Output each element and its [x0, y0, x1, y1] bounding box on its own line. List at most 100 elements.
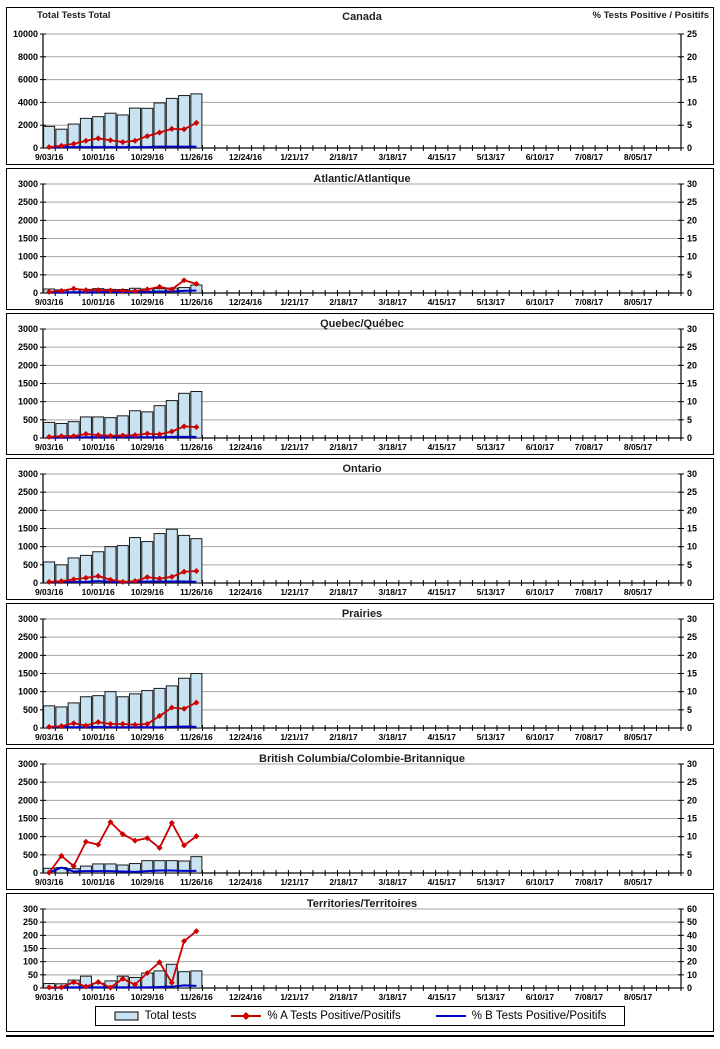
x-tick-label: 12/24/16	[229, 992, 262, 1002]
atlantic-chart: 0 500 1000 1500 2000 2500 3000 0 5 10 15 20 25 30 9/03…	[18, 173, 697, 307]
right-tick-label: 5	[687, 415, 692, 425]
right-tick-label: 10	[687, 687, 697, 697]
x-tick-label: 9/03/16	[35, 442, 64, 452]
left-tick-label: 1500	[18, 669, 38, 679]
pct-b-line	[49, 984, 197, 989]
x-tick-label: 9/03/16	[35, 732, 64, 742]
x-tick-label: 2/18/17	[329, 442, 358, 452]
total-tests-bar	[79, 554, 92, 584]
x-tick-label: 4/15/17	[428, 587, 457, 597]
x-tick-label: 6/10/17	[526, 877, 555, 887]
total-tests-bar	[190, 538, 203, 584]
pct-a-marker	[119, 432, 126, 439]
pct-b-line	[49, 145, 197, 149]
x-tick-label: 10/01/16	[82, 587, 115, 597]
x-tick-label: 7/08/17	[575, 442, 604, 452]
x-tick-label: 5/13/17	[477, 442, 506, 452]
x-tick-label: 10/01/16	[82, 992, 115, 1002]
x-tick-label: 2/18/17	[329, 877, 358, 887]
pct-a-marker	[132, 721, 139, 728]
left-tick-label: 500	[23, 270, 38, 280]
right-tick-label: 0	[687, 433, 692, 443]
chart-panel-canada: 0 2000 4000 6000 8000 10000 0 5 10 15 20 25 9/03/16 1…	[6, 7, 714, 165]
x-tick-label: 2/18/17	[329, 587, 358, 597]
pct-a-marker	[144, 133, 151, 140]
total-tests-bar	[153, 860, 166, 874]
chart-title: Ontario	[342, 463, 381, 475]
legend-item-pct-a: % A Tests Positive/Positifs	[230, 1010, 401, 1022]
legend-label-pct-b: % B Tests Positive/Positifs	[471, 1010, 607, 1022]
chart-title: Territories/Territoires	[307, 898, 417, 910]
total-tests-bar	[116, 864, 129, 874]
pct-a-marker	[168, 125, 175, 132]
pct-a-marker	[107, 137, 114, 144]
pct-a-marker	[119, 287, 126, 294]
left-tick-label: 6000	[18, 75, 38, 85]
left-tick-label: 3000	[18, 469, 38, 479]
x-tick-label: 3/18/17	[378, 732, 407, 742]
pct-a-marker	[193, 833, 200, 840]
right-tick-label: 30	[687, 759, 697, 769]
right-tick-label: 5	[687, 120, 692, 130]
left-tick-label: 500	[23, 850, 38, 860]
total-tests-bar	[165, 963, 178, 989]
bar-swatch-icon	[114, 1011, 139, 1021]
x-tick-label: 11/26/16	[180, 877, 213, 887]
total-tests-bar	[67, 557, 80, 584]
chart-title: Prairies	[342, 608, 382, 620]
pct-a-marker	[132, 432, 139, 439]
x-tick-label: 10/01/16	[82, 442, 115, 452]
right-tick-label: 25	[687, 342, 697, 352]
left-tick-label: 2000	[18, 120, 38, 130]
right-tick-label: 50	[687, 917, 697, 927]
x-tick-label: 12/24/16	[229, 732, 262, 742]
pct-a-marker	[132, 981, 139, 988]
pct-a-marker	[107, 984, 114, 991]
x-tick-label: 3/18/17	[378, 152, 407, 162]
pct-a-marker	[156, 129, 163, 136]
x-tick-label: 3/18/17	[378, 442, 407, 452]
right-tick-label: 5	[687, 560, 692, 570]
pct-a-marker	[119, 139, 126, 146]
pct-a-marker	[193, 280, 200, 287]
pct-a-marker	[181, 126, 188, 133]
left-tick-label: 1000	[18, 687, 38, 697]
right-tick-label: 20	[687, 52, 697, 62]
pct-a-marker	[168, 286, 175, 293]
left-tick-label: 1000	[18, 252, 38, 262]
right-tick-label: 10	[687, 832, 697, 842]
chart-title: Canada	[342, 11, 383, 23]
x-tick-label: 9/03/16	[35, 587, 64, 597]
pct-a-marker	[193, 699, 200, 706]
left-tick-label: 2000	[18, 360, 38, 370]
pct-a-marker	[156, 713, 163, 720]
left-tick-label: 0	[33, 288, 38, 298]
right-tick-label: 10	[687, 397, 697, 407]
x-tick-label: 7/08/17	[575, 152, 604, 162]
pct-a-marker	[95, 432, 102, 439]
right-tick-label: 25	[687, 197, 697, 207]
pct-a-marker	[119, 721, 126, 728]
pct-a-marker	[181, 277, 188, 284]
x-tick-label: 10/29/16	[131, 877, 164, 887]
x-tick-label: 11/26/16	[180, 992, 213, 1002]
x-tick-label: 4/15/17	[428, 992, 457, 1002]
british-columbia-chart: 0 500 1000 1500 2000 2500 3000 0 5 10 15 20 25 30 9/03…	[18, 753, 697, 887]
territories-chart: 0 50 100 150 200 250 300 0 10 20 30 40 50 60 9/03/16 10…	[23, 898, 697, 1002]
right-tick-label: 30	[687, 179, 697, 189]
left-tick-label: 3000	[18, 614, 38, 624]
right-tick-label: 60	[687, 904, 697, 914]
x-tick-label: 11/26/16	[180, 732, 213, 742]
right-tick-label: 25	[687, 632, 697, 642]
left-tick-label: 2500	[18, 487, 38, 497]
right-tick-label: 5	[687, 705, 692, 715]
x-tick-label: 4/15/17	[428, 442, 457, 452]
x-tick-label: 6/10/17	[526, 152, 555, 162]
pct-a-marker	[82, 838, 89, 845]
left-tick-label: 1000	[18, 397, 38, 407]
right-tick-label: 20	[687, 505, 697, 515]
pct-a-marker	[156, 431, 163, 438]
pct-a-marker	[168, 573, 175, 580]
pct-a-marker	[168, 979, 175, 986]
right-tick-label: 15	[687, 379, 697, 389]
